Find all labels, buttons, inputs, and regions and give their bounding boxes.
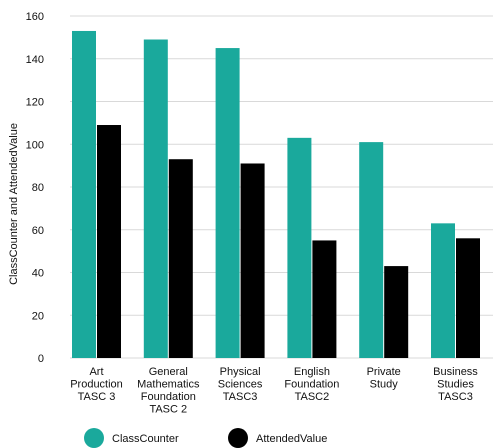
x-category-label-line: Physical [220, 366, 261, 378]
bar-classcounter-1 [143, 39, 168, 358]
x-category-label-line: Production [70, 379, 123, 391]
y-tick-label: 80 [32, 182, 44, 194]
y-tick-label: 40 [32, 268, 44, 280]
y-tick-label: 120 [26, 97, 44, 109]
x-category-label-line: Art [89, 366, 103, 378]
bar-classcounter-0 [72, 30, 96, 359]
bar-attendedvalue-4 [384, 266, 409, 358]
bar-attendedvalue-3 [312, 240, 337, 358]
x-category-label-line: Private [367, 366, 401, 378]
bars [72, 30, 480, 359]
x-category-label-line: English [294, 366, 330, 378]
bar-attendedvalue-0 [97, 125, 121, 358]
x-category-label-line: TASC2 [295, 391, 330, 403]
legend-swatch-attendedvalue [228, 428, 248, 448]
x-category-label: Physical Sciences TASC3 [218, 366, 263, 403]
bar-classcounter-3 [287, 137, 312, 358]
x-category-label-line: Business [433, 366, 478, 378]
y-tick-label: 60 [32, 225, 44, 237]
x-category-label-line: Foundation [284, 379, 339, 391]
legend-label-classcounter: ClassCounter [112, 433, 179, 445]
legend-swatch-classcounter [84, 428, 104, 448]
gridlines [70, 15, 493, 359]
y-tick-label: 140 [26, 54, 44, 66]
bar-classcounter-5 [431, 223, 455, 358]
bar-classcounter-2 [215, 48, 240, 358]
bar-attendedvalue-1 [168, 159, 193, 358]
bar-classcounter-4 [359, 142, 384, 358]
x-category-label-line: TASC3 [438, 391, 473, 403]
y-axis-ticks: 0 20 40 60 80 100 120 140 160 [26, 11, 44, 365]
x-category-label-line: TASC3 [223, 391, 258, 403]
x-category-label: General Mathematics Foundation TASC 2 [137, 366, 200, 416]
y-tick-label: 160 [26, 11, 44, 23]
x-category-label: Business Studies TASC3 [433, 366, 478, 403]
x-category-label-line: Sciences [218, 379, 263, 391]
y-tick-label: 0 [38, 353, 44, 365]
bar-attendedvalue-2 [240, 163, 265, 358]
x-category-label-line: Studies [437, 379, 474, 391]
legend-label-attendedvalue: AttendedValue [256, 433, 327, 445]
legend: ClassCounter AttendedValue [84, 428, 327, 448]
x-category-label: Private Study [367, 366, 401, 391]
x-category-label: English Foundation TASC2 [284, 366, 339, 403]
x-category-label-line: Mathematics [137, 379, 200, 391]
y-axis-title: ClassCounter and AttendedValue [8, 123, 20, 285]
x-category-label: Art Production TASC 3 [70, 366, 123, 403]
x-category-label-line: General [149, 366, 188, 378]
x-category-label-line: Study [370, 379, 399, 391]
y-tick-label: 20 [32, 310, 44, 322]
bar-attendedvalue-5 [456, 238, 480, 358]
x-category-label-line: TASC 3 [78, 391, 116, 403]
y-tick-label: 100 [26, 139, 44, 151]
x-category-label-line: TASC 2 [149, 404, 187, 416]
x-category-label-line: Foundation [141, 391, 196, 403]
